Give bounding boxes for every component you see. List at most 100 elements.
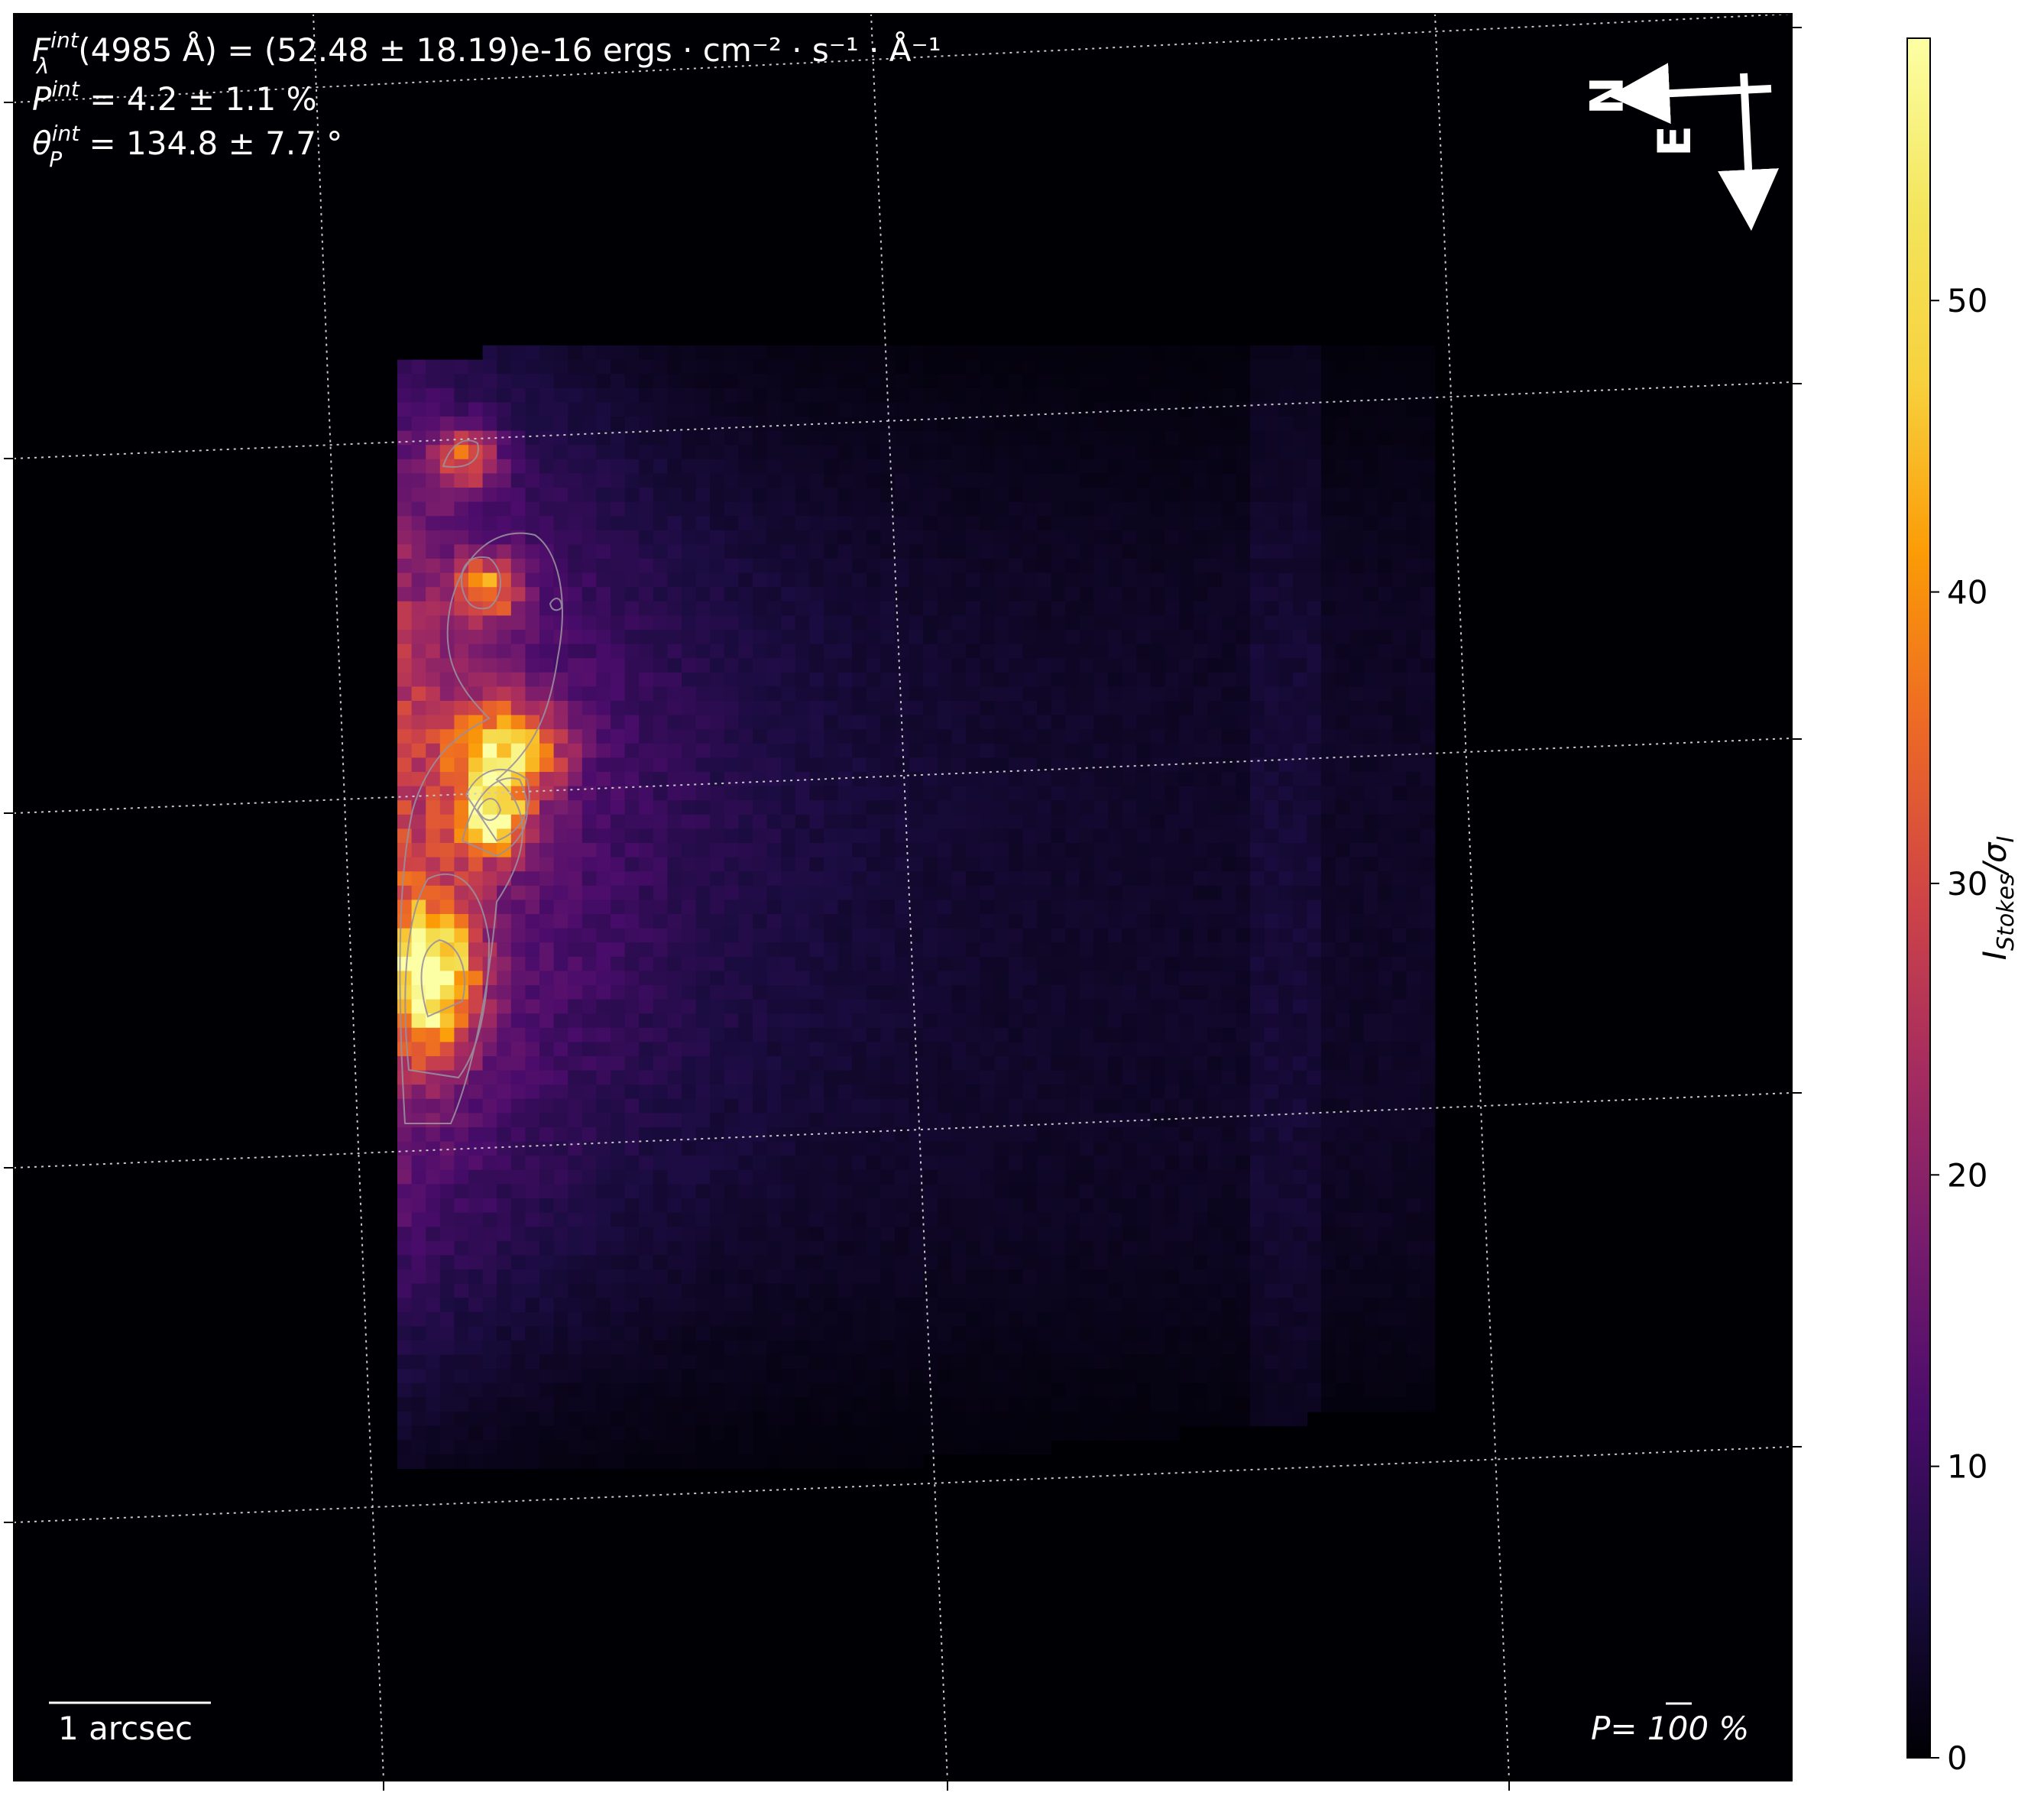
heatmap-cell bbox=[525, 956, 540, 971]
heatmap-cell bbox=[980, 828, 995, 844]
heatmap-cell bbox=[468, 1113, 484, 1128]
heatmap-cell bbox=[1108, 786, 1123, 801]
heatmap-cell bbox=[980, 672, 995, 687]
heatmap-cell bbox=[781, 1113, 796, 1128]
heatmap-cell bbox=[724, 743, 739, 758]
heatmap-cell bbox=[852, 644, 867, 659]
heatmap-cell bbox=[397, 828, 413, 844]
heatmap-cell bbox=[1122, 857, 1137, 872]
heatmap-cell bbox=[454, 1255, 469, 1270]
heatmap-cell bbox=[426, 374, 441, 389]
heatmap-cell bbox=[1008, 530, 1023, 545]
heatmap-cell bbox=[1321, 1042, 1336, 1057]
heatmap-cell bbox=[866, 459, 881, 474]
heatmap-cell bbox=[624, 445, 640, 460]
heatmap-cell bbox=[1349, 814, 1365, 829]
heatmap-cell bbox=[1093, 630, 1109, 645]
heatmap-cell bbox=[795, 871, 810, 887]
heatmap-cell bbox=[937, 814, 952, 829]
heatmap-cell bbox=[1250, 942, 1265, 958]
heatmap-cell bbox=[1022, 345, 1038, 361]
heatmap-cell bbox=[824, 686, 839, 702]
heatmap-cell bbox=[1008, 488, 1023, 503]
heatmap-cell bbox=[1278, 572, 1294, 588]
heatmap-cell bbox=[1179, 672, 1194, 687]
heatmap-cell bbox=[1363, 1269, 1378, 1285]
heatmap-cell bbox=[994, 672, 1009, 687]
heatmap-cell bbox=[1051, 729, 1066, 744]
heatmap-cell bbox=[682, 374, 697, 389]
heatmap-cell bbox=[510, 1169, 526, 1185]
heatmap-cell bbox=[880, 601, 896, 616]
heatmap-cell bbox=[454, 800, 469, 815]
heatmap-cell bbox=[766, 430, 782, 446]
heatmap-cell bbox=[1378, 359, 1393, 374]
heatmap-cell bbox=[439, 971, 455, 986]
heatmap-cell bbox=[1079, 715, 1094, 730]
heatmap-cell bbox=[653, 786, 668, 801]
heatmap-cell bbox=[624, 1255, 640, 1270]
heatmap-cell bbox=[667, 928, 682, 943]
heatmap-cell bbox=[937, 999, 952, 1014]
heatmap-cell bbox=[1392, 1283, 1407, 1298]
heatmap-cell bbox=[482, 530, 497, 545]
heatmap-cell bbox=[1236, 445, 1251, 460]
heatmap-cell bbox=[766, 971, 782, 986]
heatmap-cell bbox=[923, 615, 938, 631]
heatmap-cell bbox=[581, 1227, 597, 1242]
heatmap-cell bbox=[653, 601, 668, 616]
heatmap-cell bbox=[1150, 1127, 1165, 1143]
heatmap-cell bbox=[738, 530, 753, 545]
heatmap-cell bbox=[1165, 530, 1180, 545]
heatmap-cell bbox=[1335, 587, 1350, 602]
heatmap-cell bbox=[1079, 387, 1094, 403]
heatmap-cell bbox=[1307, 587, 1322, 602]
heatmap-cell bbox=[525, 1156, 540, 1171]
heatmap-cell bbox=[809, 956, 824, 971]
heatmap-cell bbox=[639, 1169, 654, 1185]
heatmap-cell bbox=[539, 501, 555, 517]
heatmap-cell bbox=[1136, 402, 1152, 417]
heatmap-cell bbox=[1392, 1042, 1407, 1057]
heatmap-cell bbox=[1335, 387, 1350, 403]
heatmap-cell bbox=[1122, 1156, 1137, 1171]
heatmap-cell bbox=[1037, 601, 1052, 616]
heatmap-cell bbox=[1022, 615, 1038, 631]
heatmap-cell bbox=[1207, 956, 1223, 971]
heatmap-cell bbox=[525, 572, 540, 588]
heatmap-cell bbox=[1363, 544, 1378, 559]
heatmap-cell bbox=[909, 644, 924, 659]
heatmap-cell bbox=[1165, 885, 1180, 900]
heatmap-cell bbox=[624, 857, 640, 872]
heatmap-cell bbox=[980, 1156, 995, 1171]
heatmap-cell bbox=[1179, 1156, 1194, 1171]
heatmap-cell bbox=[1079, 1127, 1094, 1143]
heatmap-cell bbox=[525, 914, 540, 929]
heatmap-cell bbox=[581, 402, 597, 417]
heatmap-cell bbox=[682, 729, 697, 744]
heatmap-cell bbox=[809, 1212, 824, 1227]
heatmap-cell bbox=[1008, 715, 1023, 730]
heatmap-cell bbox=[1051, 942, 1066, 958]
heatmap-cell bbox=[1179, 956, 1194, 971]
heatmap-cell bbox=[539, 715, 555, 730]
heatmap-cell bbox=[1392, 374, 1407, 389]
heatmap-cell bbox=[1292, 900, 1307, 915]
heatmap-cell bbox=[426, 885, 441, 900]
heatmap-cell bbox=[1292, 587, 1307, 602]
heatmap-cell bbox=[553, 871, 568, 887]
heatmap-cell bbox=[497, 985, 512, 1000]
heatmap-cell bbox=[880, 1198, 896, 1214]
heatmap-cell bbox=[553, 672, 568, 687]
heatmap-cell bbox=[937, 445, 952, 460]
heatmap-cell bbox=[1165, 985, 1180, 1000]
heatmap-cell bbox=[909, 814, 924, 829]
heatmap-cell bbox=[1321, 928, 1336, 943]
heatmap-cell bbox=[468, 630, 484, 645]
heatmap-cell bbox=[468, 1311, 484, 1327]
heatmap-cell bbox=[411, 1056, 426, 1071]
heatmap-cell bbox=[937, 729, 952, 744]
heatmap-cell bbox=[1335, 445, 1350, 460]
heatmap-cell bbox=[1420, 828, 1436, 844]
heatmap-cell bbox=[1179, 501, 1194, 517]
